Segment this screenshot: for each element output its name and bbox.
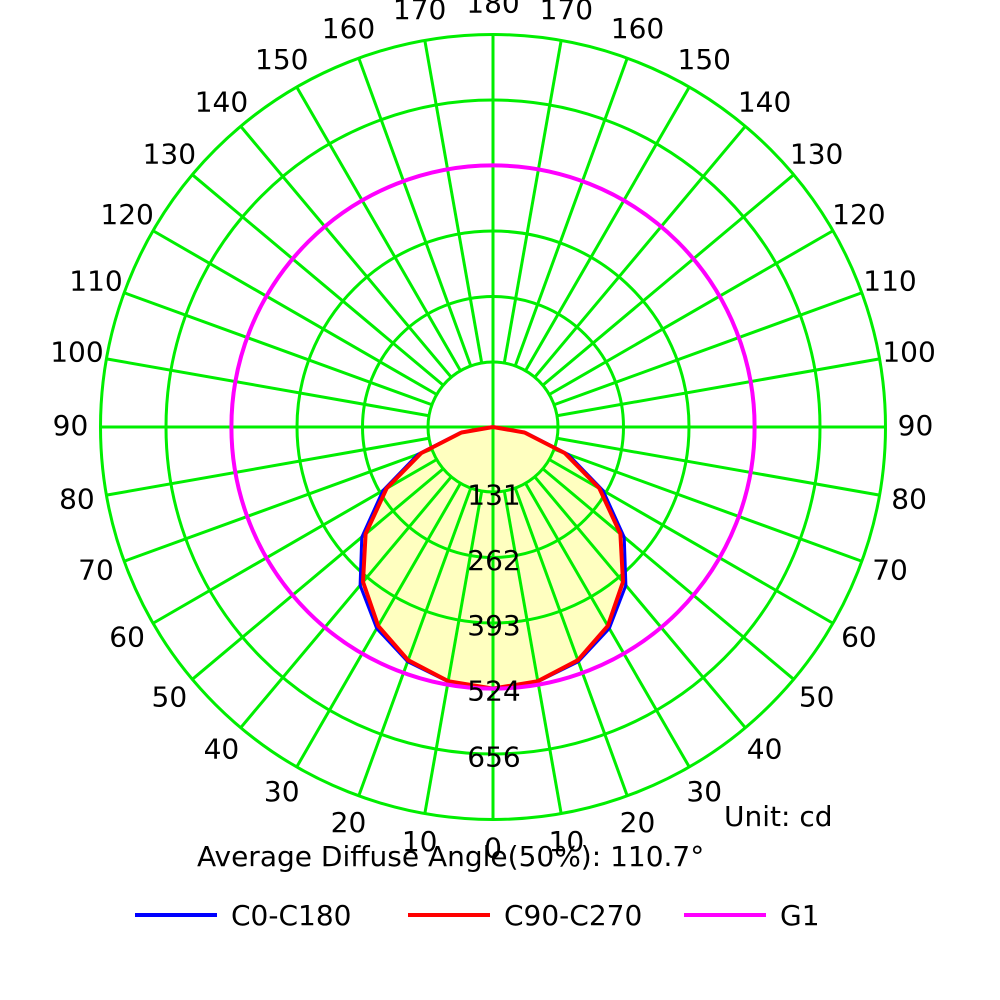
grid-spoke	[548, 229, 834, 396]
angle-label-left: 50	[152, 681, 188, 714]
angle-label-right: 80	[891, 482, 927, 515]
legend-item-g1: G1	[684, 890, 820, 940]
grid-spoke	[533, 475, 747, 729]
angle-label-right: 140	[738, 85, 791, 118]
legend-label-c0-c180: C0-C180	[231, 898, 352, 932]
grid-spoke	[553, 291, 863, 407]
grid-spoke	[502, 490, 563, 814]
angle-label-left: 170	[393, 0, 446, 26]
legend-swatch-c0-c180	[135, 913, 217, 917]
grid-spoke	[423, 40, 484, 364]
angle-label-right: 60	[841, 620, 877, 653]
grid-spoke	[239, 125, 453, 379]
series-curves	[229, 163, 757, 691]
radial-tick-label: 262	[467, 544, 520, 577]
angle-label-left: 160	[322, 12, 375, 45]
angle-label-left: 140	[195, 85, 248, 118]
average-diffuse-angle: Average Diffuse Angle(50%): 110.7°	[197, 840, 705, 873]
grid-spoke	[106, 436, 430, 497]
angle-label-right: 150	[678, 43, 731, 76]
legend-label-c90-c270: C90-C270	[504, 898, 643, 932]
grid-spoke	[423, 490, 484, 814]
angle-label-right: 100	[882, 336, 935, 369]
angle-label-left: 30	[264, 775, 300, 808]
angle-label-right: 110	[863, 264, 916, 297]
angle-label-right: 90	[898, 409, 934, 442]
grid-spoke	[513, 487, 629, 797]
grid-spoke	[191, 467, 445, 681]
angle-label-right: 170	[540, 0, 593, 26]
radial-tick-label: 393	[467, 609, 520, 642]
legend-item-c90-c270: C90-C270	[408, 890, 642, 940]
grid-spoke	[123, 291, 433, 407]
grid-spoke	[533, 125, 747, 379]
radial-tick-label: 524	[467, 675, 520, 708]
angle-label-left: 60	[109, 620, 145, 653]
series-curve-g1	[229, 163, 757, 691]
grid-spoke	[541, 173, 795, 387]
angle-label-right: 30	[686, 775, 722, 808]
grid-spoke	[239, 475, 453, 729]
grid-spoke	[295, 86, 462, 372]
angle-label-left: 20	[331, 806, 367, 839]
grid-spoke	[524, 86, 691, 372]
angle-label-right: 10	[549, 825, 585, 858]
chart-legend: C0-C180 C90-C270 G1	[0, 890, 1000, 940]
angle-label-right: 120	[832, 198, 885, 231]
angle-label-right: 40	[747, 733, 783, 766]
grid-spoke	[152, 229, 438, 396]
angle-label-left: 110	[69, 264, 122, 297]
angle-label-left: 70	[78, 554, 114, 587]
angle-label-left: 120	[100, 198, 153, 231]
angle-label-left: 100	[50, 336, 103, 369]
angle-label-left: 90	[53, 409, 89, 442]
grid-spoke	[123, 447, 433, 563]
grid-spoke	[556, 357, 880, 418]
grid-spoke	[106, 357, 430, 418]
radial-tick-label: 131	[467, 478, 520, 511]
angle-label-left: 10	[402, 825, 438, 858]
angle-label-right: 20	[620, 806, 656, 839]
angle-label-left: 80	[59, 482, 95, 515]
grid-spoke	[513, 57, 629, 367]
angle-label-left: 150	[255, 43, 308, 76]
angle-label-left: 130	[143, 137, 196, 170]
grid-spoke	[357, 487, 473, 797]
angle-label-top: 180	[466, 0, 519, 20]
grid-spoke	[556, 436, 880, 497]
grid-spoke	[502, 40, 563, 364]
legend-swatch-g1	[684, 913, 766, 917]
angle-label-left: 0	[484, 832, 502, 865]
angle-label-right: 70	[872, 554, 908, 587]
angle-label-right: 50	[799, 681, 835, 714]
radial-tick-label: 656	[467, 741, 520, 774]
grid-spoke	[541, 467, 795, 681]
legend-swatch-c90-c270	[408, 913, 490, 917]
legend-item-c0-c180: C0-C180	[135, 890, 351, 940]
angle-label-left: 40	[204, 733, 240, 766]
angle-label-right: 130	[790, 137, 843, 170]
angle-label-right: 160	[611, 12, 664, 45]
grid-spoke	[357, 57, 473, 367]
legend-label-g1: G1	[780, 898, 820, 932]
unit-label: Unit: cd	[724, 800, 833, 833]
chart-labels: 1312623935246560102030405060708090100110…	[50, 0, 936, 865]
grid-spoke	[191, 173, 445, 387]
grid-spoke	[553, 447, 863, 563]
